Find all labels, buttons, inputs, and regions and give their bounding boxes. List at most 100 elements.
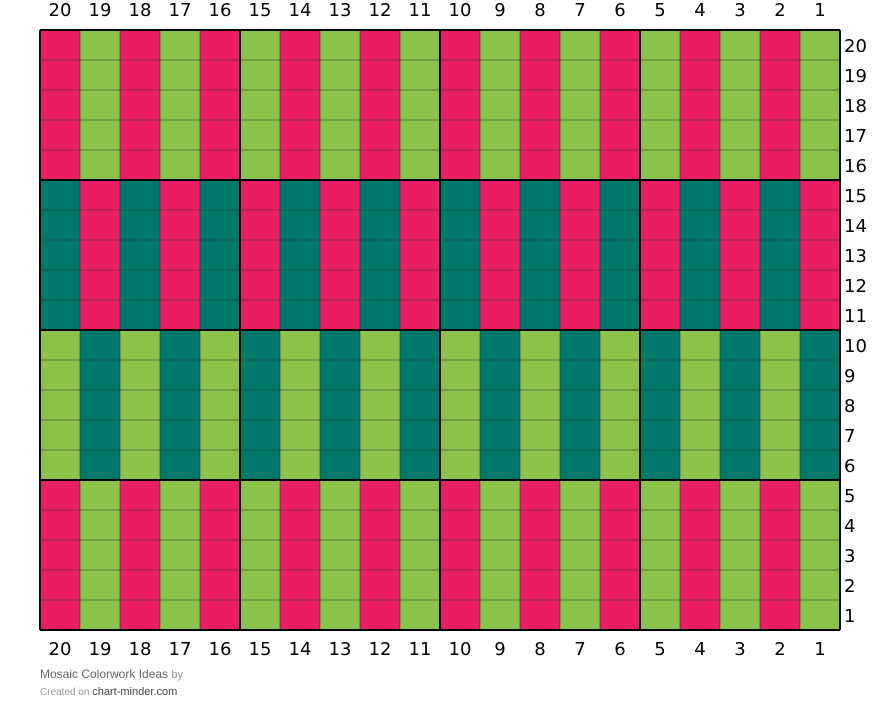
stitch-cell <box>240 270 280 300</box>
stitch-cell <box>40 90 80 120</box>
stitch-cell <box>120 300 160 330</box>
stitch-cell <box>40 480 80 510</box>
stitch-cell <box>640 90 680 120</box>
stitch-cell <box>280 120 320 150</box>
stitch-cell <box>600 480 640 510</box>
stitch-cell <box>80 210 120 240</box>
stitch-cell <box>280 570 320 600</box>
stitch-cell <box>200 210 240 240</box>
stitch-cell <box>400 390 440 420</box>
stitch-cell <box>560 270 600 300</box>
stitch-cell <box>280 600 320 630</box>
stitch-cell <box>80 360 120 390</box>
stitch-cell <box>720 30 760 60</box>
column-label: 1 <box>814 0 825 21</box>
column-label: 3 <box>734 639 745 660</box>
stitch-cell <box>280 390 320 420</box>
stitch-cell <box>520 570 560 600</box>
stitch-cell <box>400 120 440 150</box>
stitch-cell <box>680 120 720 150</box>
stitch-cell <box>440 210 480 240</box>
column-label: 13 <box>329 639 352 660</box>
stitch-cell <box>360 480 400 510</box>
stitch-cell <box>80 300 120 330</box>
stitch-cell <box>320 540 360 570</box>
stitch-cell <box>640 60 680 90</box>
stitch-cell <box>600 270 640 300</box>
stitch-cell <box>520 480 560 510</box>
column-label: 16 <box>209 639 232 660</box>
stitch-cell <box>680 150 720 180</box>
column-label: 5 <box>654 639 665 660</box>
stitch-cell <box>800 270 840 300</box>
stitch-cell <box>360 60 400 90</box>
stitch-cell <box>280 240 320 270</box>
stitch-cell <box>440 300 480 330</box>
stitch-cell <box>80 480 120 510</box>
stitch-cell <box>720 240 760 270</box>
stitch-cell <box>720 420 760 450</box>
stitch-cell <box>320 570 360 600</box>
stitch-cell <box>320 300 360 330</box>
stitch-cell <box>280 150 320 180</box>
row-label: 2 <box>844 576 855 597</box>
stitch-cell <box>480 420 520 450</box>
stitch-cell <box>640 450 680 480</box>
column-label: 18 <box>129 0 152 21</box>
stitch-cell <box>720 270 760 300</box>
column-label: 3 <box>734 0 745 21</box>
stitch-cell <box>640 30 680 60</box>
stitch-cell <box>240 210 280 240</box>
stitch-cell <box>720 180 760 210</box>
stitch-cell <box>120 600 160 630</box>
stitch-cell <box>320 270 360 300</box>
column-label: 15 <box>249 639 272 660</box>
stitch-cell <box>560 210 600 240</box>
stitch-cell <box>240 240 280 270</box>
row-label: 20 <box>844 36 867 57</box>
stitch-cell <box>360 180 400 210</box>
stitch-cell <box>520 180 560 210</box>
site-link[interactable]: chart-minder.com <box>92 686 178 698</box>
stitch-cell <box>360 360 400 390</box>
stitch-grid <box>40 30 840 630</box>
column-label: 9 <box>494 0 505 21</box>
stitch-cell <box>400 600 440 630</box>
stitch-cell <box>320 390 360 420</box>
stitch-cell <box>280 90 320 120</box>
stitch-cell <box>240 390 280 420</box>
stitch-cell <box>400 420 440 450</box>
stitch-cell <box>640 360 680 390</box>
stitch-cell <box>200 570 240 600</box>
column-label: 13 <box>329 0 352 21</box>
stitch-cell <box>160 540 200 570</box>
column-label: 17 <box>169 0 192 21</box>
stitch-cell <box>440 240 480 270</box>
stitch-cell <box>280 210 320 240</box>
stitch-cell <box>120 390 160 420</box>
stitch-cell <box>680 360 720 390</box>
stitch-cell <box>40 120 80 150</box>
stitch-cell <box>680 420 720 450</box>
stitch-cell <box>720 480 760 510</box>
stitch-cell <box>440 330 480 360</box>
stitch-cell <box>520 330 560 360</box>
stitch-cell <box>240 120 280 150</box>
stitch-cell <box>200 150 240 180</box>
stitch-cell <box>440 570 480 600</box>
column-label: 11 <box>409 0 432 21</box>
stitch-cell <box>480 480 520 510</box>
stitch-cell <box>760 420 800 450</box>
stitch-cell <box>800 30 840 60</box>
stitch-cell <box>600 210 640 240</box>
stitch-cell <box>360 330 400 360</box>
stitch-cell <box>600 330 640 360</box>
stitch-cell <box>680 210 720 240</box>
stitch-cell <box>240 360 280 390</box>
stitch-cell <box>240 480 280 510</box>
stitch-cell <box>800 570 840 600</box>
stitch-cell <box>360 390 400 420</box>
stitch-cell <box>440 150 480 180</box>
stitch-cell <box>800 420 840 450</box>
row-label: 3 <box>844 546 855 567</box>
